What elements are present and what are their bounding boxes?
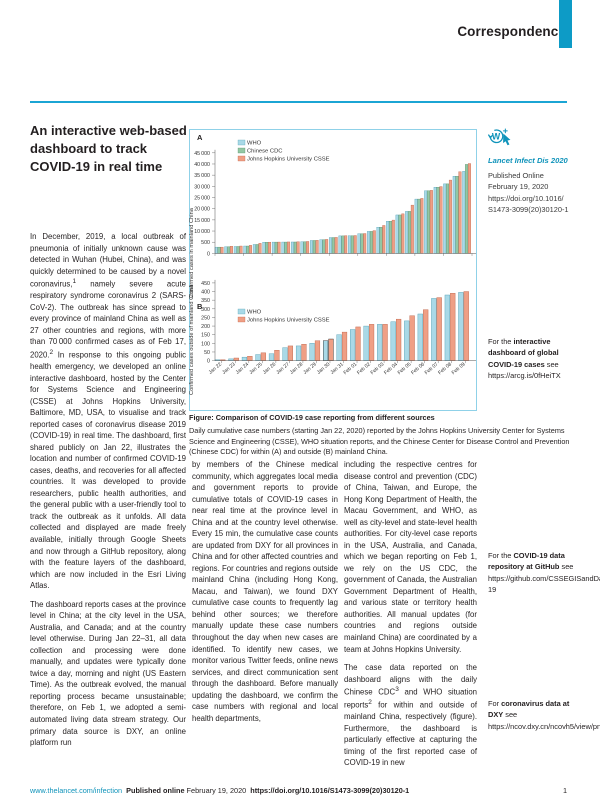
svg-text:100: 100 xyxy=(201,341,210,347)
svg-text:WHO: WHO xyxy=(247,310,262,316)
svg-text:Jan 30: Jan 30 xyxy=(316,361,332,375)
svg-text:Jan 27: Jan 27 xyxy=(275,361,291,375)
svg-text:Feb 09: Feb 09 xyxy=(451,361,467,376)
svg-text:30 000: 30 000 xyxy=(194,184,210,190)
svg-text:25 000: 25 000 xyxy=(194,196,210,202)
svg-text:35 000: 35 000 xyxy=(194,173,210,179)
svg-text:Feb 05: Feb 05 xyxy=(397,361,413,376)
svg-text:Feb 04: Feb 04 xyxy=(383,361,399,376)
svg-text:Feb 03: Feb 03 xyxy=(370,361,386,376)
svg-text:Jan 24: Jan 24 xyxy=(235,361,251,375)
svg-text:50: 50 xyxy=(204,350,210,356)
svg-text:Johns Hopkins University CSSE: Johns Hopkins University CSSE xyxy=(247,157,330,163)
svg-text:40 000: 40 000 xyxy=(194,162,210,168)
svg-text:Confirmed cases outside of mai: Confirmed cases outside of mainland Chin… xyxy=(189,284,195,395)
svg-text:Chinese CDC: Chinese CDC xyxy=(247,149,282,155)
svg-text:45 000: 45 000 xyxy=(194,151,210,157)
svg-text:Johns Hopkins University CSSE: Johns Hopkins University CSSE xyxy=(247,318,330,324)
svg-text:Jan 23: Jan 23 xyxy=(221,361,237,375)
svg-text:Feb 08: Feb 08 xyxy=(437,361,453,376)
svg-text:0: 0 xyxy=(207,359,210,365)
svg-text:15 000: 15 000 xyxy=(194,218,210,224)
svg-text:WHO: WHO xyxy=(247,141,262,147)
svg-text:250: 250 xyxy=(201,315,210,321)
svg-text:Feb 01: Feb 01 xyxy=(343,361,359,376)
svg-text:0: 0 xyxy=(207,251,210,257)
svg-text:20 000: 20 000 xyxy=(194,207,210,213)
svg-text:Jan 25: Jan 25 xyxy=(248,361,264,375)
svg-text:W: W xyxy=(492,132,501,142)
svg-text:A: A xyxy=(197,133,203,142)
svg-text:350: 350 xyxy=(201,298,210,304)
svg-text:Jan 26: Jan 26 xyxy=(262,361,278,375)
svg-text:150: 150 xyxy=(201,333,210,339)
svg-text:Confirmed cases in mainland Ch: Confirmed cases in mainland China xyxy=(189,207,195,298)
svg-text:300: 300 xyxy=(201,307,210,313)
svg-text:400: 400 xyxy=(201,290,210,296)
svg-text:500: 500 xyxy=(201,240,210,246)
svg-text:Jan 31: Jan 31 xyxy=(329,361,345,375)
svg-text:Feb 07: Feb 07 xyxy=(424,361,440,376)
svg-text:Jan 29: Jan 29 xyxy=(302,361,318,375)
svg-text:Jan 22: Jan 22 xyxy=(208,361,224,375)
svg-text:200: 200 xyxy=(201,324,210,330)
svg-text:10 000: 10 000 xyxy=(194,229,210,235)
svg-text:Feb 06: Feb 06 xyxy=(410,361,426,376)
svg-text:Feb 02: Feb 02 xyxy=(356,361,372,376)
svg-text:Jan 28: Jan 28 xyxy=(289,361,305,375)
svg-text:450: 450 xyxy=(201,281,210,287)
